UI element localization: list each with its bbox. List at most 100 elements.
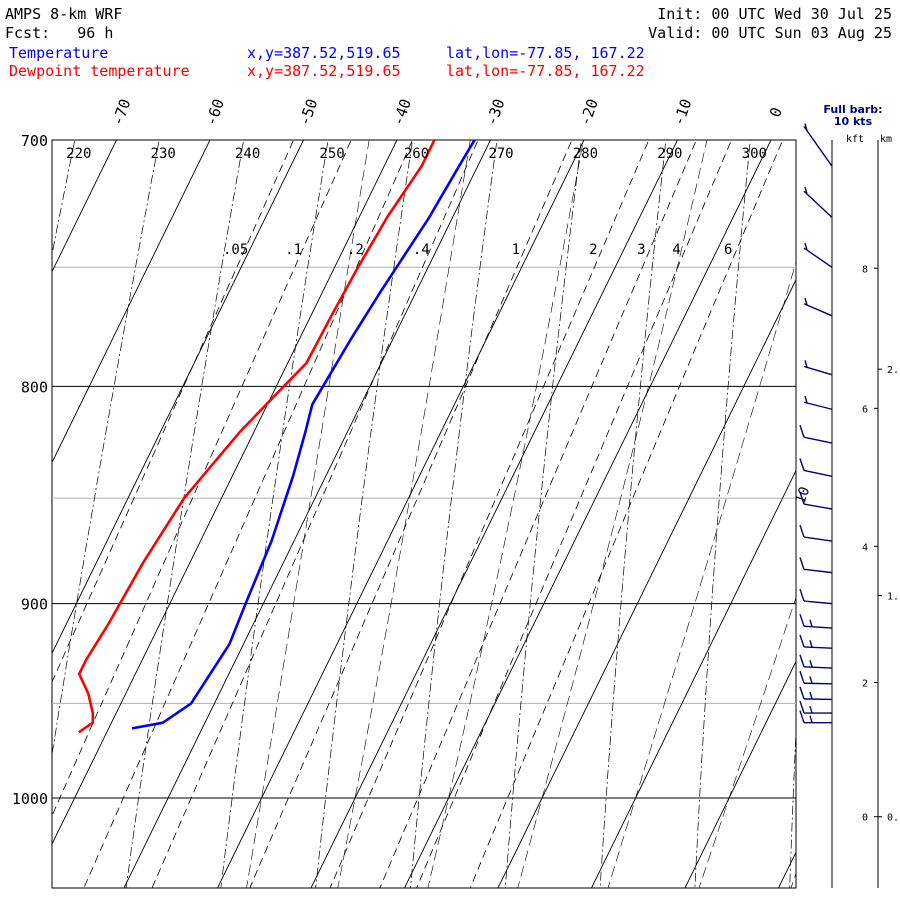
dewpoint-line <box>77 140 436 734</box>
isotherm-line <box>310 140 679 888</box>
wind-barb-flag <box>799 654 805 668</box>
moist-adiabat-label: 10 <box>793 485 814 506</box>
wind-legend-line2: 10 kts <box>833 115 873 128</box>
isotherm-line <box>684 660 796 888</box>
wind-barb-halfflag <box>809 705 813 714</box>
wind-barb-halfflag <box>804 360 808 368</box>
dry-adiabat-label: 270 <box>488 146 513 162</box>
wind-barb-staff <box>803 600 833 605</box>
wind-barb-flag <box>799 425 805 438</box>
wind-barb-staff <box>803 365 833 376</box>
moist-adiabat-line <box>427 140 584 888</box>
mixing-ratio-line <box>52 140 352 817</box>
km-unit-label: km <box>880 134 893 145</box>
km-tick-label: 1. <box>887 592 899 603</box>
wind-barb-staff <box>803 247 833 268</box>
wind-barb-flag <box>799 458 805 471</box>
km-tick-label: 2. <box>887 365 899 376</box>
wind-barb-flag <box>799 588 805 602</box>
mixing-ratio-line <box>249 140 573 888</box>
mixing-ratio-label: 2 <box>589 242 597 258</box>
wind-barb-halfflag <box>804 395 808 404</box>
forecast-hours: 96 h <box>77 24 114 42</box>
isotherm-line <box>52 140 211 464</box>
wind-barb-halfflag <box>809 640 813 648</box>
wind-barb-staff <box>803 536 833 542</box>
isotherm-line <box>403 140 772 888</box>
wind-barb-halfflag <box>804 186 808 195</box>
kft-tick-label: 6 <box>862 404 868 415</box>
temperature-tick-label: -10 <box>669 97 695 129</box>
kft-tick-label: 0 <box>862 813 868 824</box>
dry-adiabat-line <box>694 140 751 888</box>
isotherm-line <box>497 278 796 888</box>
wind-barb-staff <box>803 666 833 669</box>
dry-adiabat-label: 280 <box>573 146 598 162</box>
dewpoint-xy: x,y=387.52,519.65 <box>247 62 401 80</box>
dry-adiabat-line <box>504 140 582 888</box>
wind-barb-halfflag <box>809 715 813 723</box>
moist-adiabat-line <box>517 140 708 888</box>
moist-adiabat-line <box>790 872 796 888</box>
kft-tick-label: 8 <box>862 264 868 275</box>
dry-adiabat-label: 290 <box>657 146 682 162</box>
wind-barb-flag <box>799 671 805 684</box>
kft-tick-label: 4 <box>862 542 868 553</box>
valid-time: 00 UTC Sun 03 Aug 25 <box>711 24 892 42</box>
dry-adiabat-line <box>789 723 796 888</box>
moist-adiabat-line <box>337 140 471 888</box>
mixing-ratio-line <box>83 140 413 888</box>
mixing-ratio-line <box>469 140 784 888</box>
dry-adiabat-line <box>52 140 160 757</box>
valid-row: Valid: 00 UTC Sun 03 Aug 25 <box>648 24 892 42</box>
wind-barb-flag <box>799 686 805 700</box>
temperature-latlon: lat,lon=-77.85, 167.22 <box>446 44 645 62</box>
dry-adiabat-label: 230 <box>151 146 176 162</box>
init-label: Init: <box>657 5 703 23</box>
wind-barb-flag <box>799 634 805 648</box>
wind-barb-staff <box>803 698 833 701</box>
isotherm-line <box>590 469 796 888</box>
wind-barb-staff <box>803 469 833 478</box>
dry-adiabat-line <box>410 140 498 888</box>
dry-adiabat-line <box>884 0 900 900</box>
wind-barb-staff <box>803 190 833 218</box>
isotherm-line <box>777 851 796 888</box>
forecast-label: Fcst: <box>5 24 51 42</box>
dewpoint-latlon: lat,lon=-77.85, 167.22 <box>446 62 645 80</box>
dry-adiabat-line <box>125 140 244 888</box>
temperature-series-name: Temperature <box>9 44 109 62</box>
wind-barb-staff <box>803 436 833 444</box>
wind-barb-halfflag <box>804 242 808 251</box>
wind-barb-flag <box>799 700 805 714</box>
isotherm-line <box>52 140 398 846</box>
dry-adiabat-label: 260 <box>404 146 429 162</box>
mixing-ratio-line <box>379 140 697 888</box>
wind-barb-flag <box>799 491 805 505</box>
wind-barb-staff <box>803 401 833 410</box>
wind-barb-staff <box>803 568 833 574</box>
wind-barb-legend: Full barb: 10 kts <box>816 104 890 128</box>
wind-barb-halfflag <box>804 297 808 306</box>
dry-adiabat-line <box>220 140 329 888</box>
mixing-ratio-label: .1 <box>285 242 302 258</box>
forecast-row: Fcst: 96 h <box>5 24 113 42</box>
wind-barb-halfflag <box>804 123 808 131</box>
pressure-tick-label: 700 <box>21 132 48 150</box>
dewpoint-series-name: Dewpoint temperature <box>9 62 190 80</box>
init-row: Init: 00 UTC Wed 30 Jul 25 <box>657 5 892 23</box>
wind-barb-halfflag <box>809 676 813 684</box>
wind-barb-staff <box>803 503 833 510</box>
isotherm-line <box>123 140 492 888</box>
pressure-tick-label: 900 <box>21 596 48 614</box>
km-tick-label: 0. <box>887 813 899 824</box>
wind-barb-halfflag <box>809 660 813 668</box>
wind-barb-staff <box>803 625 833 629</box>
temperature-tick-label: -60 <box>202 97 228 129</box>
dry-adiabat-label: 240 <box>235 146 260 162</box>
mixing-ratio-label: .4 <box>413 242 430 258</box>
pressure-tick-label: 800 <box>21 378 48 396</box>
isotherm-line <box>52 140 305 655</box>
wind-barb-flag <box>799 613 805 627</box>
mixing-ratio-label: .2 <box>347 242 364 258</box>
